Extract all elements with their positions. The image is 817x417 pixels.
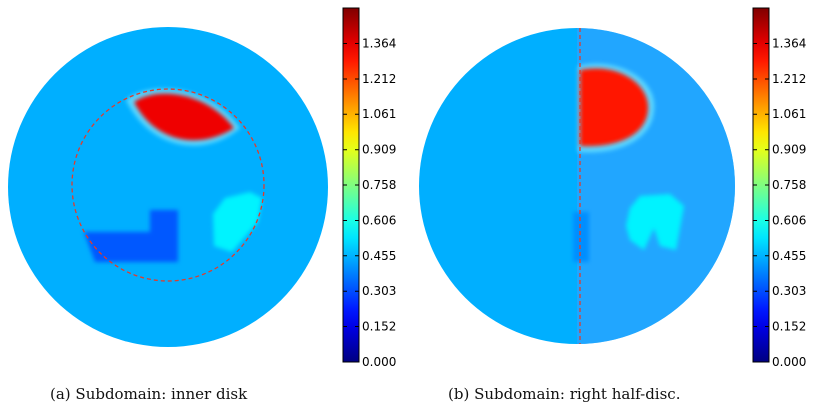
heatmap-figure-a: 0.000 0.152 0.303 0.455 0.606 0.758 0.909 1.061… (8, 7, 396, 369)
colorbar-tick-label: 0.455 (772, 249, 806, 263)
colorbar-tick-label: 0.303 (772, 284, 806, 298)
colorbar-tick-label: 0.758 (362, 178, 396, 192)
colorbar-tick-label: 0.000 (362, 355, 396, 369)
colorbar-tick-label: 0.455 (362, 249, 396, 263)
disc-domain (8, 27, 328, 347)
colorbar-tick-label: 0.303 (362, 284, 396, 298)
subdomain-inner-disk (71, 88, 265, 282)
panel-a: 0.000 0.152 0.303 0.455 0.606 0.758 0.909 1.061… (0, 0, 408, 417)
l-shape-inclusion (84, 210, 178, 262)
colorbar-tick-label: 1.212 (772, 72, 806, 86)
colorbar-tick-label: 0.606 (362, 213, 396, 227)
colorbar-tick-label: 1.364 (362, 36, 396, 50)
colorbar-tick-label: 0.606 (772, 213, 806, 227)
half-lens-inclusion (580, 68, 649, 147)
colorbar-tick-label: 1.364 (772, 36, 806, 50)
colorbar-tick-label: 0.000 (772, 355, 806, 369)
caption-b: (b) Subdomain: right half-disc. (448, 385, 681, 403)
colorbar-tick-label: 0.758 (772, 178, 806, 192)
colorbar-tick-label: 0.909 (772, 143, 806, 157)
colorbar-tick-label: 0.909 (362, 143, 396, 157)
polygon-inclusion (626, 194, 684, 250)
polygon-inclusion (213, 192, 262, 252)
colorbar-tick-label: 1.061 (772, 107, 806, 121)
bar-inclusion (573, 212, 589, 262)
colorbar-tick-label: 1.212 (362, 72, 396, 86)
colorbar-tick-label: 0.152 (772, 320, 806, 334)
heatmap-figure-b: 0.000 0.152 0.303 0.455 0.606 0.758 0.909 1.061… (419, 7, 806, 369)
panel-b: 0.000 0.152 0.303 0.455 0.606 0.758 0.909 1.061… (408, 0, 817, 417)
lens-inclusion (134, 93, 234, 141)
colorbar-tick-label: 1.061 (362, 107, 396, 121)
caption-a: (a) Subdomain: inner disk (50, 385, 248, 403)
colorbar-tick-label: 0.152 (362, 320, 396, 334)
